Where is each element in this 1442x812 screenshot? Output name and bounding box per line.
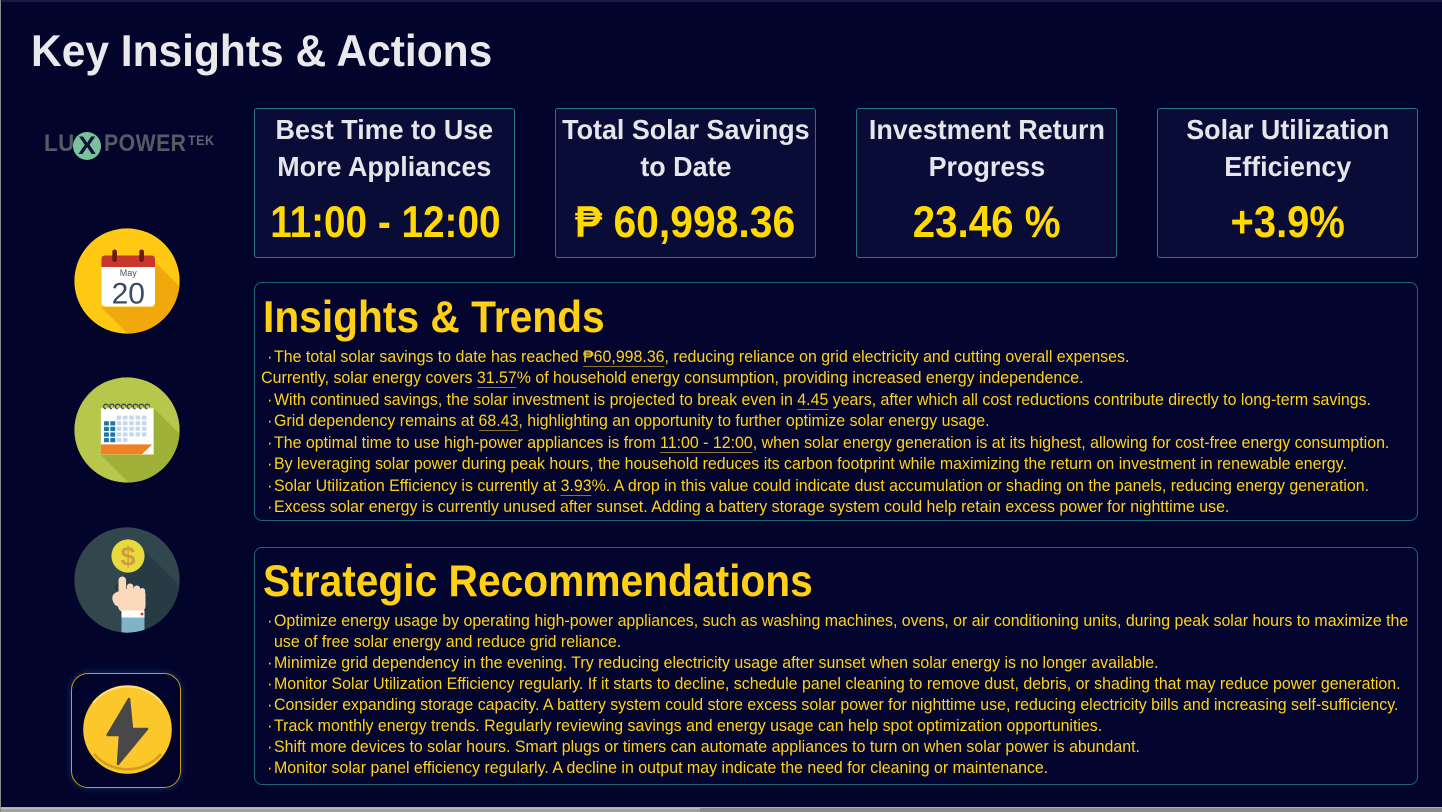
svg-text:20: 20	[112, 278, 145, 311]
svg-text:May: May	[120, 268, 138, 278]
svg-text:$: $	[120, 542, 135, 572]
